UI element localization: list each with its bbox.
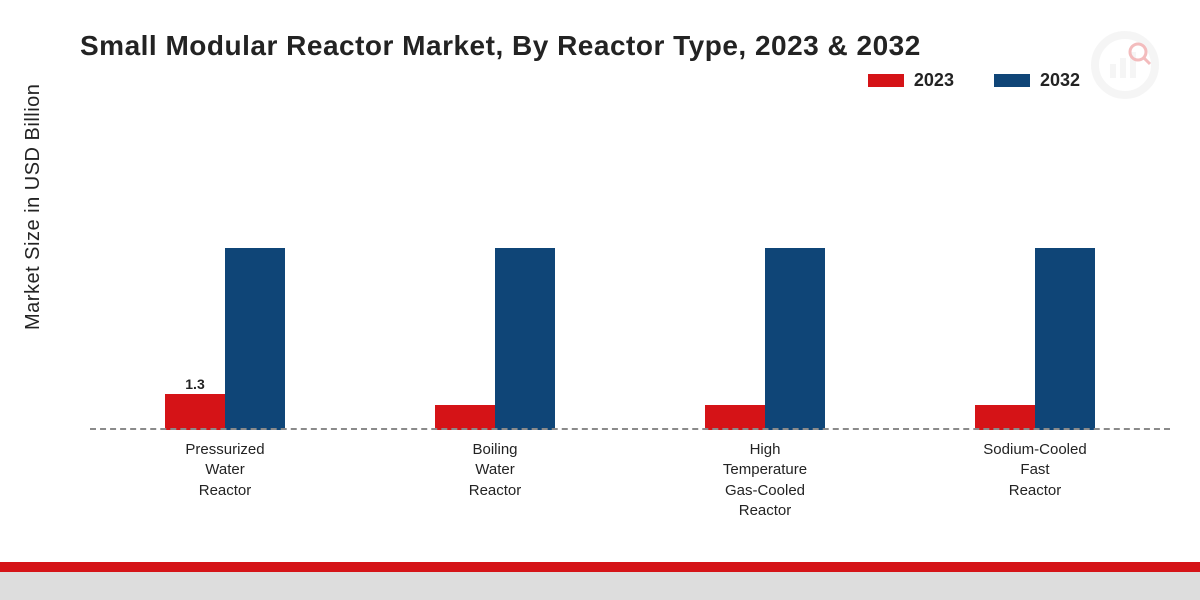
- bar-2-2023: [705, 405, 765, 430]
- x-label-2: High Temperature Gas-Cooled Reactor: [630, 440, 900, 521]
- bar-0-2023: [165, 394, 225, 430]
- x-label-1: Boiling Water Reactor: [360, 440, 630, 521]
- bar-0-2032: [225, 248, 285, 430]
- x-label-3: Sodium-Cooled Fast Reactor: [900, 440, 1170, 521]
- bar-group-2: [630, 130, 900, 430]
- x-label-0: Pressurized Water Reactor: [90, 440, 360, 521]
- bar-groups: 1.3: [90, 130, 1170, 430]
- bar-group-3: [900, 130, 1170, 430]
- footer-red-bar: [0, 562, 1200, 572]
- chart-container: { "title": "Small Modular Reactor Market…: [0, 0, 1200, 600]
- bar-2-2032: [765, 248, 825, 430]
- legend-item-2023: 2023: [868, 70, 954, 91]
- legend-swatch-2032: [994, 74, 1030, 87]
- legend-swatch-2023: [868, 74, 904, 87]
- x-axis-baseline: [90, 428, 1170, 430]
- legend-item-2032: 2032: [994, 70, 1080, 91]
- watermark-logo: [1090, 30, 1160, 100]
- bar-3-2032: [1035, 248, 1095, 430]
- y-axis-label: Market Size in USD Billion: [22, 84, 45, 330]
- legend-label-2023: 2023: [914, 70, 954, 91]
- x-axis-labels: Pressurized Water Reactor Boiling Water …: [90, 440, 1170, 521]
- bar-1-2023: [435, 405, 495, 430]
- footer-grey-bar: [0, 572, 1200, 600]
- legend-label-2032: 2032: [1040, 70, 1080, 91]
- bar-group-0: 1.3: [90, 130, 360, 430]
- bar-group-1: [360, 130, 630, 430]
- bar-3-2023: [975, 405, 1035, 430]
- bar-1-2032: [495, 248, 555, 430]
- legend: 2023 2032: [868, 70, 1080, 91]
- plot-area: 1.3: [90, 130, 1170, 430]
- value-label-0-2023: 1.3: [165, 376, 225, 392]
- chart-title: Small Modular Reactor Market, By Reactor…: [80, 30, 921, 62]
